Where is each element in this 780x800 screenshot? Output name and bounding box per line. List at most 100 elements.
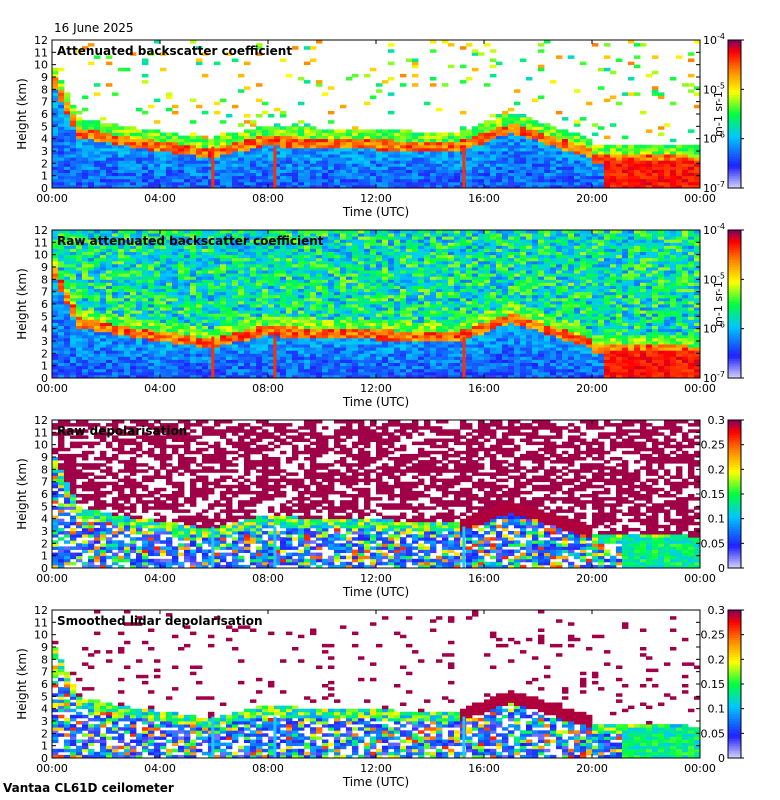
colorbar-unit: m-1 sr-1 (712, 91, 725, 137)
y-tick-label: 9 (41, 641, 48, 654)
colorbar-tick-label: 10-7 (703, 370, 725, 385)
x-tick-label: 20:00 (576, 192, 608, 205)
y-tick-label: 10 (34, 59, 48, 72)
panel-title: Smoothed lidar depolarisation (57, 614, 263, 628)
y-tick-label: 6 (41, 488, 48, 501)
colorbar-tick-label: 0.15 (701, 488, 726, 501)
x-tick-label: 20:00 (576, 762, 608, 775)
y-tick-label: 2 (41, 157, 48, 170)
y-tick-label: 3 (41, 715, 48, 728)
y-tick-label: 12 (34, 604, 48, 617)
x-tick-label: 00:00 (684, 572, 716, 585)
y-tick-label: 4 (41, 703, 48, 716)
x-tick-label: 12:00 (360, 762, 392, 775)
x-tick-label: 08:00 (252, 572, 284, 585)
panel-title: Raw depolarisation (57, 424, 187, 438)
x-tick-label: 08:00 (252, 762, 284, 775)
x-tick-label: 08:00 (252, 192, 284, 205)
y-tick-label: 3 (41, 525, 48, 538)
x-axis-label: Time (UTC) (342, 775, 409, 789)
x-tick-label: 08:00 (252, 382, 284, 395)
colorbar: 0 0.05 0.1 0.15 0.2 0.25 0.3 (701, 414, 744, 575)
x-tick-label: 04:00 (144, 382, 176, 395)
y-tick-label: 10 (34, 439, 48, 452)
colorbar-tick-label: 0.25 (701, 439, 726, 452)
colorbar-tick-label: 0.15 (701, 678, 726, 691)
y-tick-label: 11 (34, 46, 48, 59)
y-tick-label: 8 (41, 653, 48, 666)
y-tick-label: 9 (41, 71, 48, 84)
y-tick-label: 8 (41, 273, 48, 286)
y-tick-label: 9 (41, 261, 48, 274)
y-tick-label: 0 (41, 562, 48, 575)
x-tick-label: 00:00 (684, 192, 716, 205)
colorbar-frame (727, 39, 742, 189)
heatmap-field (52, 610, 700, 758)
x-axis-label: Time (UTC) (342, 205, 409, 219)
colorbar-tick-label: 0.1 (708, 513, 726, 526)
y-tick-label: 8 (41, 463, 48, 476)
date-label: 16 June 2025 (54, 21, 134, 35)
colorbar-tick-label: 0.2 (708, 653, 726, 666)
colorbar-frame (727, 229, 742, 379)
panel-title: Attenuated backscatter coefficient (57, 44, 292, 58)
x-tick-label: 12:00 (360, 192, 392, 205)
y-tick-label: 10 (34, 629, 48, 642)
y-tick-label: 4 (41, 133, 48, 146)
x-axis-label: Time (UTC) (342, 395, 409, 409)
y-tick-label: 5 (41, 690, 48, 703)
x-tick-label: 20:00 (576, 572, 608, 585)
x-tick-label: 00:00 (36, 762, 68, 775)
x-tick-label: 00:00 (684, 762, 716, 775)
y-tick-label: 7 (41, 96, 48, 109)
y-tick-label: 8 (41, 83, 48, 96)
y-tick-label: 7 (41, 286, 48, 299)
y-tick-label: 5 (41, 500, 48, 513)
colorbar: 0 0.05 0.1 0.15 0.2 0.25 0.3 (701, 604, 744, 765)
y-tick-label: 11 (34, 426, 48, 439)
x-tick-label: 00:00 (36, 382, 68, 395)
x-tick-label: 00:00 (36, 192, 68, 205)
y-tick-label: 2 (41, 727, 48, 740)
y-tick-label: 1 (41, 360, 48, 373)
y-tick-label: 1 (41, 550, 48, 563)
y-axis-label: Height (km) (15, 648, 29, 719)
x-tick-label: 12:00 (360, 382, 392, 395)
colorbar-tick-label: 0.3 (708, 414, 726, 427)
y-tick-label: 5 (41, 120, 48, 133)
y-tick-label: 0 (41, 182, 48, 195)
y-tick-label: 6 (41, 678, 48, 691)
y-tick-label: 5 (41, 310, 48, 323)
x-tick-label: 04:00 (144, 572, 176, 585)
colorbar-tick-label: 0.3 (708, 604, 726, 617)
panel-title: Raw attenuated backscatter coefficient (57, 234, 324, 248)
colorbar-tick-label: 0.25 (701, 629, 726, 642)
y-tick-label: 6 (41, 108, 48, 121)
y-tick-label: 11 (34, 236, 48, 249)
y-tick-label: 7 (41, 476, 48, 489)
heatmap-field (52, 230, 700, 378)
x-tick-label: 16:00 (468, 572, 500, 585)
colorbar: 10-710-610-510-4m-1 sr-1 (703, 222, 744, 385)
y-tick-label: 2 (41, 347, 48, 360)
x-tick-label: 20:00 (576, 382, 608, 395)
y-tick-label: 12 (34, 224, 48, 237)
x-tick-label: 00:00 (684, 382, 716, 395)
colorbar-tick-label: 0.05 (701, 727, 726, 740)
heatmap-field (52, 420, 700, 568)
colorbar-tick-label: 10-4 (703, 32, 725, 47)
y-axis-label: Height (km) (15, 268, 29, 339)
instrument-label: Vantaa CL61D ceilometer (3, 781, 174, 795)
y-tick-label: 12 (34, 414, 48, 427)
y-tick-label: 10 (34, 249, 48, 262)
colorbar-unit: m-1 sr-1 (712, 281, 725, 327)
x-tick-label: 16:00 (468, 192, 500, 205)
y-tick-label: 2 (41, 537, 48, 550)
colorbar: 10-710-610-510-4m-1 sr-1 (703, 32, 744, 195)
y-tick-label: 12 (34, 34, 48, 47)
y-tick-label: 3 (41, 335, 48, 348)
y-tick-label: 7 (41, 666, 48, 679)
colorbar-tick-label: 0.2 (708, 463, 726, 476)
